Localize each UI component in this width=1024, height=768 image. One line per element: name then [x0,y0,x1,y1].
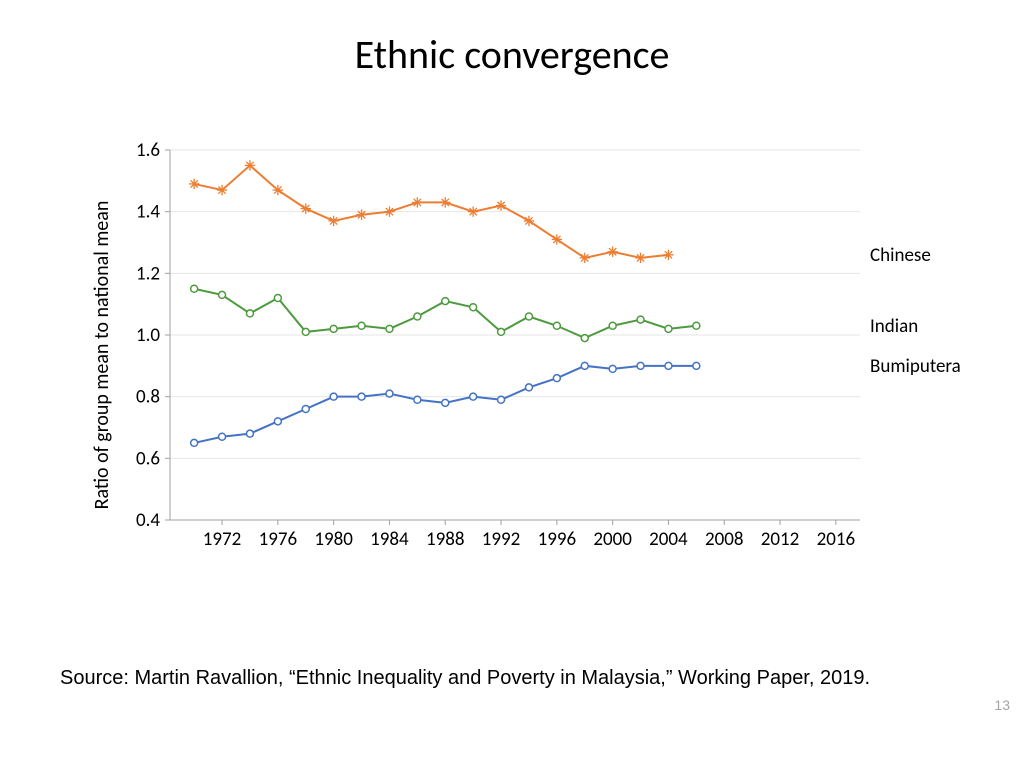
series-indian: Indian [191,285,919,341]
svg-text:1984: 1984 [370,528,409,551]
series-bumiputera: Bumiputera [191,355,960,447]
svg-text:1988: 1988 [426,528,465,551]
series-chinese: Chinese [189,160,931,267]
svg-text:1976: 1976 [259,528,298,551]
svg-text:1996: 1996 [538,528,577,551]
svg-text:1.6: 1.6 [136,140,160,162]
svg-text:1.0: 1.0 [136,324,160,347]
svg-text:1.4: 1.4 [136,201,160,224]
series-label-indian: Indian [870,315,918,338]
svg-text:2012: 2012 [761,528,800,551]
line-chart: 0.4 0.6 0.8 1.0 1.2 1.4 1.6 1972 1976 1980 1984 198… [90,140,960,570]
svg-text:0.8: 0.8 [136,386,160,409]
svg-text:2008: 2008 [705,528,744,551]
svg-text:1980: 1980 [314,528,353,551]
svg-text:2004: 2004 [649,528,688,551]
page-title: Ethnic convergence [0,30,1024,79]
svg-text:1.2: 1.2 [136,262,160,285]
svg-text:1992: 1992 [482,528,521,551]
svg-text:0.4: 0.4 [136,509,160,532]
svg-text:1972: 1972 [203,528,242,551]
chart-container: 0.4 0.6 0.8 1.0 1.2 1.4 1.6 1972 1976 1980 1984 198… [90,140,960,570]
source-text: Source: Martin Ravallion, “Ethnic Inequa… [60,665,960,691]
series-label-chinese: Chinese [870,244,931,267]
svg-text:0.6: 0.6 [136,447,160,470]
page-number: 13 [994,697,1010,713]
svg-text:2000: 2000 [593,528,632,551]
svg-text:2016: 2016 [817,528,856,551]
series-label-bumiputera: Bumiputera [870,355,960,378]
